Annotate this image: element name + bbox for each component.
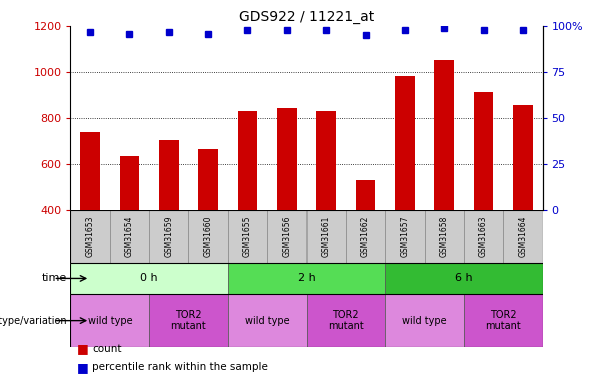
- Bar: [356, 180, 375, 210]
- Bar: [149, 210, 189, 262]
- Bar: [316, 111, 336, 210]
- Text: GSM31661: GSM31661: [322, 216, 330, 257]
- Bar: [70, 262, 228, 294]
- Bar: [424, 210, 464, 262]
- Text: GSM31657: GSM31657: [400, 216, 409, 257]
- Text: time: time: [42, 273, 67, 284]
- Text: TOR2
mutant: TOR2 mutant: [170, 310, 207, 332]
- Bar: [70, 210, 110, 262]
- Text: ■: ■: [77, 361, 88, 374]
- Bar: [385, 294, 464, 347]
- Bar: [513, 105, 533, 210]
- Bar: [228, 262, 385, 294]
- Text: GSM31658: GSM31658: [440, 216, 449, 257]
- Text: ■: ■: [77, 342, 88, 355]
- Bar: [385, 262, 543, 294]
- Text: wild type: wild type: [88, 316, 132, 326]
- Bar: [267, 210, 306, 262]
- Text: TOR2
mutant: TOR2 mutant: [485, 310, 521, 332]
- Bar: [306, 294, 385, 347]
- Text: GSM31653: GSM31653: [86, 216, 94, 257]
- Bar: [503, 210, 543, 262]
- Text: percentile rank within the sample: percentile rank within the sample: [92, 363, 268, 372]
- Bar: [189, 210, 228, 262]
- Title: GDS922 / 11221_at: GDS922 / 11221_at: [239, 10, 374, 24]
- Bar: [474, 92, 493, 210]
- Bar: [395, 76, 414, 210]
- Bar: [306, 210, 346, 262]
- Text: GSM31663: GSM31663: [479, 216, 488, 257]
- Bar: [228, 210, 267, 262]
- Bar: [80, 132, 100, 210]
- Bar: [228, 294, 306, 347]
- Bar: [238, 111, 257, 210]
- Bar: [464, 210, 503, 262]
- Text: GSM31655: GSM31655: [243, 216, 252, 257]
- Text: TOR2
mutant: TOR2 mutant: [328, 310, 364, 332]
- Text: 0 h: 0 h: [140, 273, 158, 284]
- Text: GSM31659: GSM31659: [164, 216, 173, 257]
- Text: wild type: wild type: [245, 316, 289, 326]
- Bar: [149, 294, 228, 347]
- Bar: [120, 156, 139, 210]
- Bar: [435, 60, 454, 210]
- Bar: [346, 210, 385, 262]
- Text: GSM31662: GSM31662: [361, 216, 370, 257]
- Text: GSM31656: GSM31656: [283, 216, 291, 257]
- Text: GSM31660: GSM31660: [204, 216, 213, 257]
- Bar: [70, 294, 149, 347]
- Bar: [464, 294, 543, 347]
- Text: wild type: wild type: [402, 316, 447, 326]
- Text: GSM31654: GSM31654: [125, 216, 134, 257]
- Bar: [385, 210, 424, 262]
- Bar: [110, 210, 149, 262]
- Text: 6 h: 6 h: [455, 273, 473, 284]
- Text: count: count: [92, 344, 121, 354]
- Bar: [159, 140, 178, 210]
- Bar: [199, 149, 218, 210]
- Bar: [277, 108, 297, 210]
- Text: genotype/variation: genotype/variation: [0, 316, 67, 326]
- Text: GSM31664: GSM31664: [519, 216, 527, 257]
- Text: 2 h: 2 h: [298, 273, 315, 284]
